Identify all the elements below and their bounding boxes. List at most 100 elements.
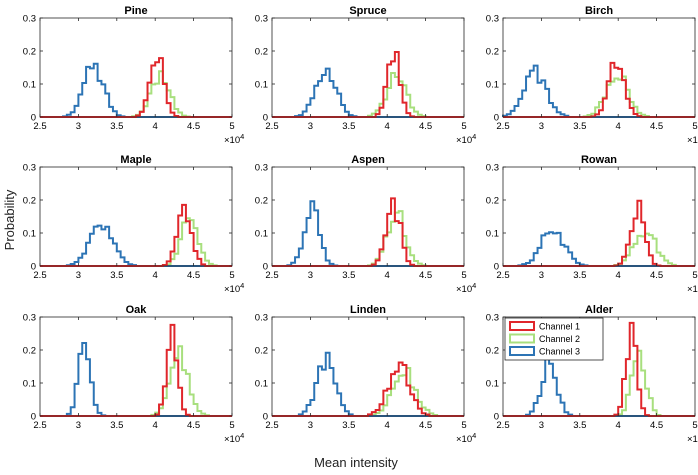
x-tick-label: 4 (616, 420, 621, 431)
histogram-channel-1 (272, 50, 464, 118)
x-tick-label: 4.5 (419, 420, 432, 431)
y-tick-label: 0 (494, 262, 499, 273)
x-tick-label: 2.5 (33, 420, 46, 431)
panel-rowan: Rowan 2.5 3 3.5 4 4.5 5 0 0.1 0.2 0.3 ×104 (486, 154, 698, 295)
x-tick-label: 5 (461, 420, 466, 431)
x-tick-label: 3.5 (342, 121, 355, 132)
plot-frame (39, 316, 233, 417)
histogram-channel-2 (40, 217, 232, 267)
plot-frame (39, 17, 233, 118)
x-tick-label: 3.5 (573, 121, 586, 132)
x-tick-label: 5 (692, 121, 697, 132)
y-tick-label: 0 (263, 262, 268, 273)
y-tick-label: 0.2 (255, 346, 268, 357)
legend-label: Channel 3 (539, 347, 580, 357)
x-tick-label: 2.5 (265, 420, 278, 431)
legend-label: Channel 1 (539, 322, 580, 332)
panel-title: Alder (585, 304, 614, 316)
y-tick-label: 0.3 (255, 313, 268, 324)
x-tick-label: 4 (385, 121, 390, 132)
y-tick-label: 0.3 (255, 14, 268, 25)
y-tick-label: 0.2 (255, 196, 268, 207)
legend-swatch-channel-1 (509, 321, 535, 331)
x-tick-label: 3.5 (342, 420, 355, 431)
x-tick-label: 2.5 (496, 420, 509, 431)
y-tick-label: 0 (494, 113, 499, 124)
histogram-channel-3 (40, 341, 232, 417)
y-tick-label: 0.2 (486, 346, 499, 357)
y-axis-label: Probability (2, 189, 17, 250)
y-tick-label: 0.3 (255, 163, 268, 174)
x-tick-label: 4.5 (419, 270, 432, 281)
panel-title: Maple (120, 154, 151, 166)
x-tick-label: 2.5 (33, 270, 46, 281)
x-tick-label: 4.5 (650, 270, 663, 281)
histogram-channel-3 (503, 354, 695, 417)
panel-linden: Linden 2.5 3 3.5 4 4.5 5 0 0.1 0.2 0.3 ×104 (255, 304, 477, 445)
histogram-channel-2 (272, 210, 464, 267)
histogram-channel-3 (272, 67, 464, 118)
panel-oak: Oak 2.5 3 3.5 4 4.5 5 0 0.1 0.2 0.3 ×104 (23, 304, 245, 445)
x-tick-label: 2.5 (33, 121, 46, 132)
x-tick-label: 4.5 (187, 270, 200, 281)
x-exponent-label: ×104 (224, 431, 244, 445)
x-tick-label: 4 (616, 270, 621, 281)
x-tick-label: 2.5 (265, 270, 278, 281)
y-tick-label: 0.1 (486, 229, 499, 240)
x-tick-label: 3.5 (110, 270, 123, 281)
x-exponent-label: ×104 (224, 281, 244, 295)
y-tick-label: 0.1 (255, 379, 268, 390)
legend-label: Channel 2 (539, 334, 580, 344)
panel-title: Linden (350, 304, 386, 316)
x-tick-label: 4 (153, 420, 158, 431)
y-tick-label: 0.3 (486, 163, 499, 174)
x-exponent-label: ×104 (456, 281, 476, 295)
histogram-channel-2 (272, 366, 464, 417)
plot-frame (502, 166, 696, 267)
x-exponent-label: ×104 (224, 132, 244, 146)
histogram-channel-2 (503, 349, 695, 417)
x-tick-label: 3.5 (110, 420, 123, 431)
x-tick-label: 3 (76, 270, 81, 281)
x-tick-label: 2.5 (496, 121, 509, 132)
y-tick-label: 0.2 (486, 47, 499, 58)
x-tick-label: 4 (153, 121, 158, 132)
panel-maple: Maple 2.5 3 3.5 4 4.5 5 0 0.1 0.2 0.3 ×104 (23, 154, 245, 295)
y-tick-label: 0.1 (23, 229, 36, 240)
histogram-channel-3 (40, 62, 232, 118)
x-tick-label: 3.5 (110, 121, 123, 132)
plot-frame (502, 17, 696, 118)
x-tick-label: 4.5 (650, 121, 663, 132)
plot-frame (271, 166, 465, 267)
histogram-channel-1 (40, 203, 232, 267)
x-exponent-label: ×104 (687, 281, 698, 295)
x-tick-label: 3 (539, 121, 544, 132)
histogram-channel-3 (272, 351, 464, 417)
x-tick-label: 3.5 (342, 270, 355, 281)
panel-title: Oak (126, 304, 148, 316)
panel-alder: Alder 2.5 3 3.5 4 4.5 5 0 0.1 0.2 0.3 ×104 Channel 1… (486, 304, 698, 445)
x-tick-label: 3 (308, 121, 313, 132)
histogram-channel-1 (40, 57, 232, 118)
x-tick-label: 3 (308, 270, 313, 281)
x-tick-label: 3 (539, 420, 544, 431)
histogram-channel-2 (40, 345, 232, 417)
x-tick-label: 4.5 (187, 121, 200, 132)
x-tick-label: 3.5 (573, 270, 586, 281)
x-tick-label: 3.5 (573, 420, 586, 431)
panel-pine: Pine 2.5 3 3.5 4 4.5 5 0 0.1 0.2 0.3 ×104 (23, 5, 245, 146)
legend: Channel 1 Channel 2 Channel 3 (504, 317, 604, 361)
x-tick-label: 2.5 (265, 121, 278, 132)
plot-frame (502, 316, 696, 417)
histogram-channel-1 (272, 197, 464, 267)
x-exponent-label: ×104 (456, 132, 476, 146)
histogram-channel-3 (272, 200, 464, 267)
x-exponent-label: ×104 (456, 431, 476, 445)
y-tick-label: 0.1 (23, 379, 36, 390)
x-exponent-label: ×104 (687, 431, 698, 445)
histogram-channel-2 (272, 71, 464, 118)
y-tick-label: 0 (31, 412, 36, 423)
x-tick-label: 5 (461, 121, 466, 132)
x-tick-label: 4.5 (419, 121, 432, 132)
x-tick-label: 5 (692, 420, 697, 431)
